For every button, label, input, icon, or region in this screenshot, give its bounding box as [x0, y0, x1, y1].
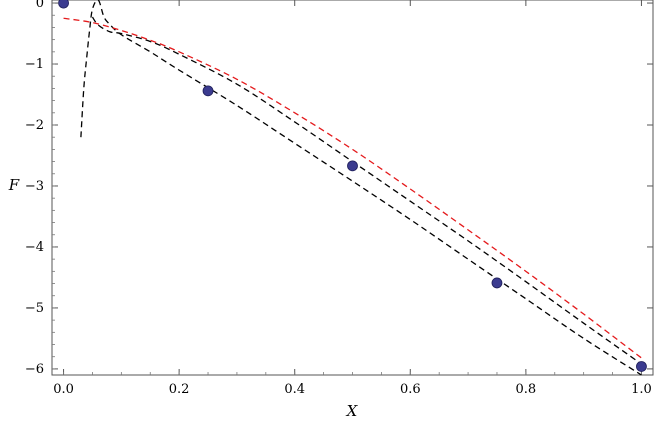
data-point — [491, 277, 503, 289]
data-point — [347, 160, 358, 172]
x-tick-label: 0.4 — [284, 382, 305, 397]
plot-frame — [51, 0, 654, 376]
series-line-3 — [63, 17, 642, 359]
y-tick-label: −1 — [25, 57, 44, 72]
y-tick-label: −2 — [25, 118, 44, 133]
y-tick-label: −5 — [25, 301, 44, 316]
y-tick-label: −3 — [25, 179, 44, 194]
y-tick-label: −6 — [25, 362, 44, 377]
data-point — [58, 0, 69, 9]
x-axis-label: X — [346, 402, 359, 420]
x-tick-label: 0.0 — [53, 382, 74, 397]
series-line-2 — [80, 0, 642, 376]
y-axis: 0 −1 −2 −3 −4 −5 −6 — [25, 0, 653, 377]
x-tick-label: 0.6 — [400, 382, 421, 397]
y-tick-label: 0 — [36, 0, 44, 11]
x-axis: 0.0 0.2 0.4 0.6 0.8 1.0 — [53, 0, 652, 397]
series-line-1 — [91, 16, 642, 365]
y-axis-label: F — [8, 176, 20, 194]
data-point — [202, 85, 214, 97]
y-tick-label: −4 — [25, 240, 44, 255]
x-tick-label: 0.8 — [516, 382, 537, 397]
x-tick-label: 0.2 — [169, 382, 190, 397]
data-point — [636, 361, 647, 372]
markers-layer — [58, 0, 647, 372]
series-layer — [63, 0, 642, 376]
x-tick-label: 1.0 — [631, 382, 652, 397]
